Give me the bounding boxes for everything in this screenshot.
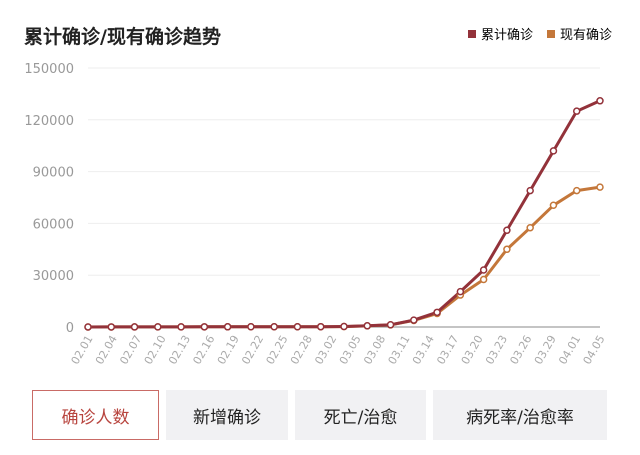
y-tick-label: 120000 <box>24 114 74 129</box>
tab-label: 新增确诊 <box>193 407 261 428</box>
data-point <box>247 323 255 331</box>
series-line <box>86 99 602 329</box>
legend-label-current: 现有确诊 <box>559 28 612 43</box>
y-tick-label: 150000 <box>24 62 74 77</box>
x-tick-label: 02.13 <box>166 333 193 367</box>
data-point <box>270 323 278 331</box>
legend: 累计确诊 现有确诊 <box>467 24 612 43</box>
x-tick-label: 03.17 <box>434 333 461 367</box>
data-point <box>572 107 581 115</box>
y-tick-label: 90000 <box>33 166 74 181</box>
data-point <box>433 308 441 317</box>
legend-label-cumulative: 累计确诊 <box>480 28 533 43</box>
x-tick-label: 03.23 <box>483 333 510 367</box>
legend-swatch-current <box>546 29 555 38</box>
tab-confirmed-count[interactable]: 确诊人数 <box>32 390 159 440</box>
tab-deaths-recovered[interactable]: 死亡/治愈 <box>295 390 426 440</box>
data-point <box>596 183 604 191</box>
data-point <box>526 223 534 232</box>
chart-title: 累计确诊/现有确诊趋势 <box>24 26 221 48</box>
data-point <box>549 201 558 210</box>
legend-swatch-cumulative <box>467 29 476 38</box>
metric-tabs: 确诊人数 新增确诊 死亡/治愈 病死率/治愈率 <box>32 390 607 440</box>
y-tick-label: 30000 <box>33 269 74 284</box>
data-point <box>316 322 325 331</box>
series-line <box>86 185 602 329</box>
data-point <box>479 275 488 284</box>
x-tick-label: 03.29 <box>532 333 559 367</box>
legend-item-cumulative[interactable]: 累计确诊 <box>467 24 533 43</box>
data-point <box>363 322 372 330</box>
x-tick-label: 02.22 <box>239 333 266 367</box>
x-tick-label: 02.10 <box>142 333 169 367</box>
y-tick-label: 0 <box>66 321 74 336</box>
x-tick-label: 02.28 <box>288 333 315 367</box>
x-tick-label: 04.01 <box>556 333 583 367</box>
data-point <box>479 266 488 274</box>
data-point <box>293 322 302 331</box>
x-tick-label: 03.14 <box>410 333 437 367</box>
data-point <box>154 323 162 331</box>
x-tick-label: 02.01 <box>69 333 96 367</box>
x-tick-label: 02.19 <box>215 333 242 367</box>
x-tick-label: 04.05 <box>581 333 608 367</box>
data-point <box>223 323 232 331</box>
legend-item-current[interactable]: 现有确诊 <box>546 24 612 43</box>
tab-fatality-recovery-rate[interactable]: 病死率/治愈率 <box>433 390 607 440</box>
tab-label: 病死率/治愈率 <box>466 407 574 428</box>
x-tick-label: 03.26 <box>507 333 534 367</box>
data-point <box>503 226 511 235</box>
data-point <box>130 323 139 331</box>
data-point <box>200 323 209 331</box>
y-tick-label: 60000 <box>33 217 74 232</box>
x-tick-label: 03.08 <box>361 333 388 367</box>
data-point <box>549 147 558 155</box>
tab-label: 确诊人数 <box>61 407 130 428</box>
data-point <box>526 186 534 195</box>
x-tick-label: 02.16 <box>190 333 217 367</box>
data-point <box>503 245 511 254</box>
data-point <box>84 323 92 331</box>
data-point <box>572 186 581 195</box>
data-point <box>596 97 604 105</box>
tab-label: 死亡/治愈 <box>323 407 398 428</box>
data-point <box>107 323 116 331</box>
x-tick-label: 03.02 <box>312 333 339 367</box>
line-chart: 030000600009000012000015000002.0102.0402… <box>24 62 608 367</box>
data-point <box>410 316 418 324</box>
data-point <box>340 322 348 331</box>
x-tick-label: 03.11 <box>386 333 413 367</box>
data-point <box>386 321 395 329</box>
x-tick-label: 03.05 <box>337 333 364 367</box>
data-point <box>177 323 185 331</box>
x-tick-label: 02.07 <box>117 333 144 367</box>
x-tick-label: 02.04 <box>93 333 120 367</box>
tab-new-confirmed[interactable]: 新增确诊 <box>166 390 288 440</box>
x-tick-label: 03.20 <box>459 333 486 367</box>
x-tick-label: 02.25 <box>264 333 291 367</box>
data-point <box>456 287 465 296</box>
